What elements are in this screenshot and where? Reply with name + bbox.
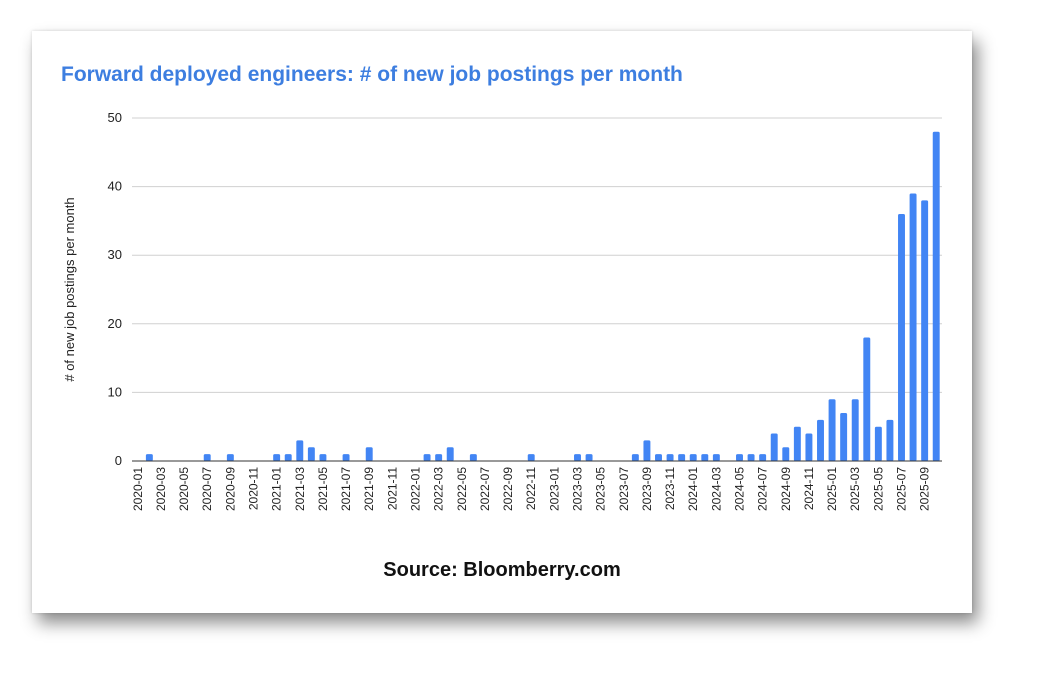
x-tick-label: 2020-03 <box>154 467 168 511</box>
y-axis-title: # of new job postings per month <box>62 197 77 381</box>
x-tick-label: 2024-05 <box>733 467 747 511</box>
x-tick-label: 2024-11 <box>802 467 816 510</box>
x-tick-label: 2025-07 <box>895 467 909 511</box>
bar <box>307 447 315 461</box>
bar <box>736 454 743 461</box>
bar <box>689 454 697 461</box>
y-tick-label: 0 <box>115 453 122 468</box>
x-tick-label: 2020-01 <box>131 467 145 511</box>
y-tick-label: 40 <box>108 179 122 194</box>
bar <box>423 454 431 461</box>
bar <box>828 399 836 461</box>
bar <box>678 454 686 461</box>
bar <box>273 454 281 461</box>
x-tick-label: 2023-01 <box>547 467 561 511</box>
bar <box>817 419 824 461</box>
x-tick-label: 2022-01 <box>409 467 423 511</box>
x-tick-label: 2022-05 <box>455 467 469 511</box>
bar <box>782 447 790 461</box>
bar <box>296 440 304 461</box>
bar <box>805 433 813 461</box>
x-tick-label: 2020-09 <box>223 467 237 511</box>
x-tick-label: 2023-07 <box>617 467 631 511</box>
bar <box>469 454 477 461</box>
x-tick-label: 2021-11 <box>385 467 399 510</box>
chart-card: Forward deployed engineers: # of new job… <box>32 31 972 613</box>
x-tick-label: 2023-03 <box>571 467 585 511</box>
bar <box>203 454 211 461</box>
bar <box>712 454 720 461</box>
x-tick-label: 2020-07 <box>200 467 214 511</box>
y-tick-label: 30 <box>108 247 122 262</box>
bar <box>863 337 871 461</box>
bar <box>585 454 593 461</box>
bar <box>145 454 153 461</box>
x-tick-label: 2023-11 <box>663 467 677 510</box>
bar <box>921 200 929 461</box>
bar <box>840 412 848 461</box>
y-tick-label: 20 <box>108 316 122 331</box>
x-tick-label: 2024-09 <box>779 467 793 511</box>
x-tick-label: 2023-05 <box>594 467 608 511</box>
bar <box>851 399 859 461</box>
bar <box>284 454 292 461</box>
x-tick-label: 2024-01 <box>686 467 700 511</box>
x-tick-label: 2025-05 <box>871 467 885 511</box>
source-caption: Source: Bloomberry.com <box>383 559 621 581</box>
y-tick-label: 50 <box>108 110 122 125</box>
x-tick-label: 2020-05 <box>177 467 191 511</box>
x-tick-label: 2021-03 <box>293 467 307 511</box>
bar <box>898 214 905 461</box>
x-tick-label: 2022-07 <box>478 467 492 511</box>
bar <box>747 454 755 461</box>
x-tick-label: 2021-01 <box>270 467 284 511</box>
x-tick-label: 2025-09 <box>918 467 932 511</box>
bar <box>226 454 234 461</box>
x-tick-label: 2022-11 <box>524 467 538 510</box>
x-tick-label: 2022-09 <box>501 467 515 511</box>
x-tick-label: 2025-01 <box>825 467 839 511</box>
x-tick-label: 2021-05 <box>316 467 330 511</box>
bar <box>527 454 535 461</box>
x-tick-label: 2024-03 <box>709 467 723 511</box>
x-tick-label: 2024-07 <box>756 467 770 511</box>
bar <box>759 454 767 461</box>
bar <box>793 426 801 461</box>
x-tick-label: 2021-09 <box>362 467 376 511</box>
bar <box>342 454 350 461</box>
x-tick-label: 2022-03 <box>432 467 446 511</box>
bar <box>631 454 639 461</box>
bar <box>446 447 454 461</box>
bar <box>874 426 882 461</box>
bar <box>365 447 373 461</box>
chart-title: Forward deployed engineers: # of new job… <box>61 63 683 86</box>
x-tick-label: 2021-07 <box>339 467 353 511</box>
y-tick-label: 10 <box>108 384 122 399</box>
bar <box>643 440 651 461</box>
bar <box>932 131 940 461</box>
bar <box>655 454 662 461</box>
bar <box>435 454 443 461</box>
bar <box>701 454 709 461</box>
x-tick-label: 2020-11 <box>247 467 261 510</box>
bar <box>886 419 894 461</box>
x-tick-label: 2025-03 <box>848 467 862 511</box>
bar <box>574 454 581 461</box>
bar-chart: 0 10 20 30 40 50 2020-01 2020-03 2020-05 2020-07 2… <box>62 110 942 511</box>
bar <box>770 433 778 461</box>
bar <box>666 454 674 461</box>
x-tick-label: 2023-09 <box>640 467 654 511</box>
bar <box>909 193 917 461</box>
bar <box>319 454 327 461</box>
